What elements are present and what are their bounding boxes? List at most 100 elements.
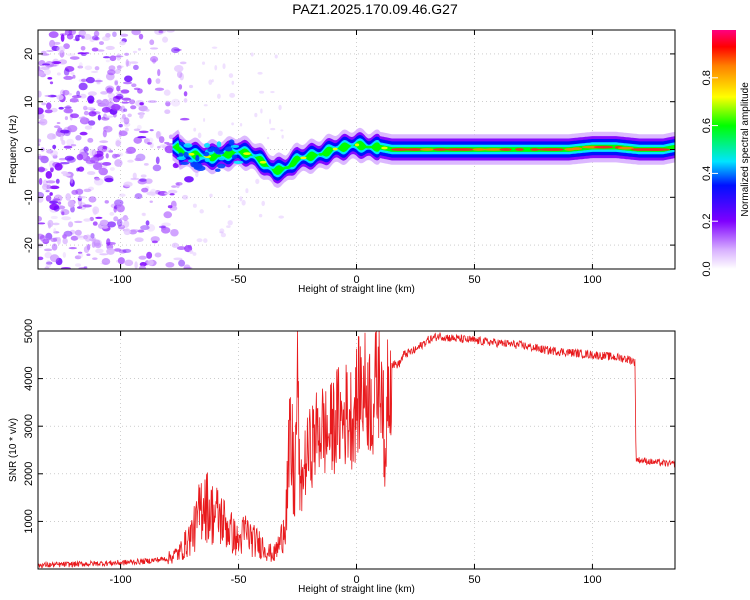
noise-cell [173,257,183,261]
noise-cell [38,66,41,71]
noise-cell [137,48,142,51]
noise-cell [182,194,189,200]
noise-cell [63,145,73,149]
noise-cell [209,193,213,198]
ridge-hotspot [227,152,235,155]
noise-cell [83,245,90,254]
noise-cell [109,167,115,171]
noise-cell [92,257,98,261]
ridge-hotspot [499,148,513,151]
noise-cell [78,62,83,69]
noise-cell [189,250,194,254]
noise-cell [183,266,193,269]
noise-cell [90,157,99,161]
noise-cell [183,91,188,97]
noise-cell [88,196,97,203]
noise-cell [108,98,113,104]
noise-cell [60,161,70,165]
noise-cell [98,41,104,46]
noise-cell [149,129,154,132]
x-tick-label: 0 [353,274,359,286]
noise-cell [239,196,243,202]
noise-cell [114,153,121,158]
noise-cell [167,189,178,194]
noise-cell [38,113,45,120]
y-tick-label: 0 [23,146,35,152]
ridge-hotspot [344,145,351,148]
noise-cell [197,132,202,139]
noise-cell [66,53,76,57]
noise-cell [222,63,226,70]
noise-cell [87,95,95,104]
noise-cell [270,90,275,94]
noise-cell [70,206,75,213]
noise-cell [45,260,52,268]
ridge-blob [183,143,193,148]
noise-cell [109,55,117,62]
noise-cell [226,225,231,228]
noise-cell [138,255,147,260]
noise-cell [38,90,42,98]
noise-cell [171,185,177,188]
noise-cell [116,218,123,227]
noise-cell [60,129,70,134]
colorbar-tick-label: 0.8 [701,70,713,85]
ridge-hotspot [308,154,315,158]
ridge-blob [231,154,238,160]
noise-cell [78,82,88,91]
noise-cell [123,181,133,187]
noise-cell [147,259,154,266]
noise-cell [45,171,52,179]
noise-cell [105,33,111,38]
noise-cell [113,248,122,252]
noise-cell [121,97,131,101]
noise-cell [164,192,169,195]
noise-cell [139,262,147,267]
noise-cell [41,63,51,66]
colorbar-tick-label: 0.0 [701,261,713,276]
noise-cell [231,80,235,85]
noise-cell [134,157,142,162]
ridge-blob [204,157,210,162]
noise-cell [239,123,243,127]
y-tick-label: 5000 [23,319,35,343]
noise-cell [78,251,83,254]
noise-cell [146,191,156,196]
noise-cell [67,124,78,133]
noise-cell [250,52,254,57]
noise-cell [139,178,147,182]
noise-cell [77,52,86,55]
noise-cell [119,33,129,37]
noise-cell [203,238,208,243]
noise-cell [63,43,70,50]
noise-cell [70,144,77,147]
ridge-hotspot [300,156,307,160]
noise-cell [114,69,121,74]
noise-cell [118,123,123,128]
noise-cell [90,238,98,243]
noise-cell [105,85,115,93]
noise-cell [85,160,96,164]
noise-cell [143,163,149,166]
noise-cell [120,116,126,123]
noise-cell [68,92,72,96]
x-axis-label: Height of straight line (km) [298,584,415,595]
noise-cell [178,84,183,90]
y-tick-label: 2000 [23,462,35,486]
noise-cell [106,221,117,228]
noise-cell [74,263,82,267]
heatmap-cells [38,30,675,269]
noise-cell [193,127,197,132]
noise-cell [134,261,138,269]
noise-cell [51,243,58,251]
noise-cell [75,135,82,141]
noise-cell [83,105,88,111]
noise-cell [47,222,52,229]
noise-cell [108,150,114,153]
ridge-blob [215,168,221,172]
noise-cell [124,75,133,83]
noise-cell [201,61,206,65]
noise-cell [85,76,95,84]
noise-cell [54,162,63,171]
noise-cell [217,93,221,99]
